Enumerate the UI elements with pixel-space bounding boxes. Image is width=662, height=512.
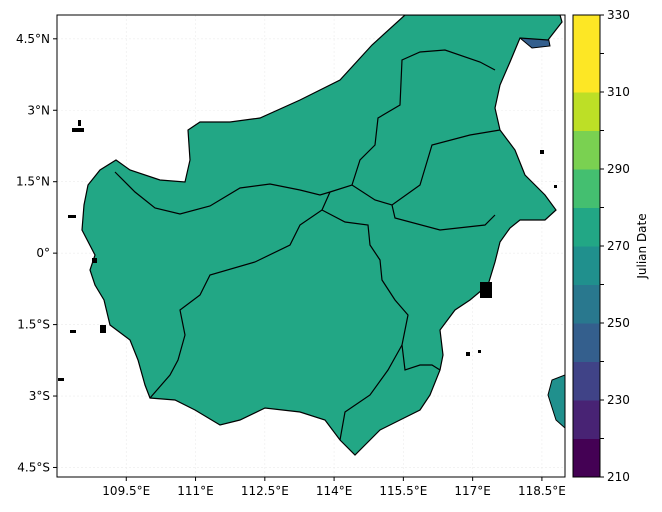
y-tick-label: 4.5°S <box>17 460 50 474</box>
x-tick-label: 114°E <box>316 484 353 498</box>
y-tick-label: 4.5°N <box>16 32 50 46</box>
sulawesi-edge-outline <box>547 374 565 429</box>
y-tick-label: 3°S <box>29 389 50 403</box>
colorbar-segment <box>573 130 600 170</box>
colorbar-segment <box>573 92 600 131</box>
colorbar-tick-label: 210 <box>607 470 630 484</box>
y-tick-label: 1.5°S <box>17 318 50 332</box>
province-borders <box>114 49 501 441</box>
coastal-islets <box>58 120 557 381</box>
colorbar-tick-label: 230 <box>607 393 630 407</box>
x-axis: 109.5°E 111°E 112.5°E 114°E 115.5°E 117°E 118.… <box>102 477 566 498</box>
x-tick-label: 117°E <box>454 484 491 498</box>
colorbar-tick-label: 250 <box>607 316 630 330</box>
sulawesi-edge <box>548 375 565 428</box>
y-axis: 4.5°N 3°N 1.5°N 0° 1.5°S 3°S 4.5°S <box>16 32 57 474</box>
colorbar-tick-label: 310 <box>607 85 630 99</box>
colorbar-segment <box>573 400 600 439</box>
colorbar-segment <box>573 284 600 324</box>
x-tick-label: 112.5°E <box>241 484 289 498</box>
colorbar-segment <box>573 361 600 401</box>
x-tick-label: 111°E <box>177 484 214 498</box>
colorbar-tick-label: 270 <box>607 239 630 253</box>
y-tick-label: 1.5°N <box>16 175 50 189</box>
x-tick-label: 115.5°E <box>379 484 427 498</box>
y-tick-label: 3°N <box>27 103 50 117</box>
colorbar-segment <box>573 323 600 362</box>
colorbar-label: Julian Date <box>635 213 649 279</box>
x-tick-label: 109.5°E <box>102 484 150 498</box>
colorbar-segment <box>573 15 600 54</box>
colorbar-segment <box>573 53 600 93</box>
map-frame <box>56 14 566 478</box>
x-tick-label: 118.5°E <box>518 484 566 498</box>
y-tick-label: 0° <box>36 246 50 260</box>
colorbar: 210 230 250 270 290 310 330 <box>572 8 630 484</box>
colorbar-segment <box>573 169 600 208</box>
colorbar-segment <box>573 438 600 478</box>
colorbar-segment <box>573 207 600 247</box>
colorbar-tick-label: 330 <box>607 8 630 22</box>
colorbar-segment <box>573 246 600 285</box>
colorbar-tick-label: 290 <box>607 162 630 176</box>
